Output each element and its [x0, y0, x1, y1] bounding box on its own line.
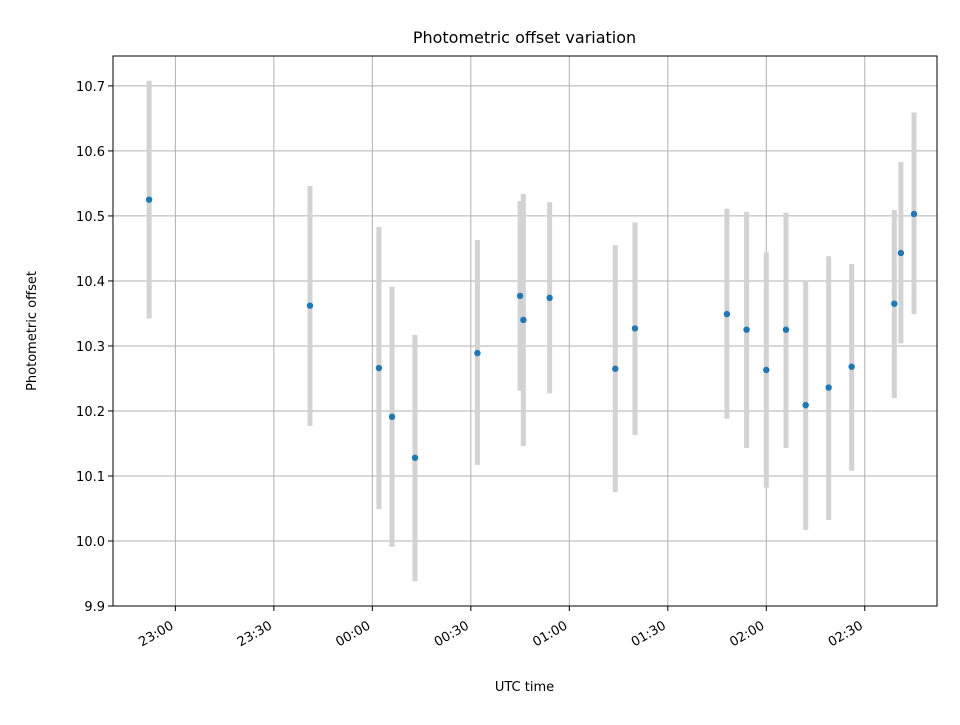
data-point	[763, 366, 770, 374]
data-point	[743, 326, 750, 333]
y-axis-label: Photometric offset	[25, 271, 40, 391]
y-tick-label: 10.6	[76, 145, 105, 160]
data-point	[631, 325, 639, 332]
y-tick-label: 10.5	[76, 210, 105, 225]
data-point	[306, 302, 314, 309]
data-point	[723, 310, 731, 318]
y-tick-label: 10.0	[76, 535, 105, 550]
data-point	[897, 249, 905, 257]
data-point	[546, 294, 553, 302]
data-point	[388, 413, 396, 421]
data-point	[516, 292, 524, 300]
data-point	[411, 454, 419, 461]
data-point	[474, 349, 481, 357]
data-points	[145, 196, 918, 461]
data-point	[910, 210, 918, 218]
y-axis-ticks: 9.9 10.0 10.1 10.2 10.3 10.4 10.5 10.6 10.7	[76, 80, 113, 615]
data-point	[825, 384, 832, 391]
data-point	[848, 363, 855, 370]
plot-frame	[112, 55, 938, 607]
y-tick-label: 9.9	[84, 600, 105, 615]
data-point	[520, 316, 527, 324]
data-point	[891, 300, 898, 307]
data-point	[612, 365, 619, 372]
x-axis-label: UTC time	[495, 680, 554, 695]
data-point	[782, 326, 790, 333]
y-tick-label: 10.2	[76, 405, 105, 420]
y-tick-label: 10.3	[76, 340, 105, 355]
data-point	[145, 196, 153, 203]
data-point	[375, 364, 383, 372]
chart-title: Photometric offset variation	[413, 28, 636, 47]
y-tick-label: 10.4	[76, 275, 105, 290]
data-point	[802, 401, 809, 409]
y-tick-label: 10.7	[76, 80, 105, 95]
y-tick-label: 10.1	[76, 470, 105, 485]
